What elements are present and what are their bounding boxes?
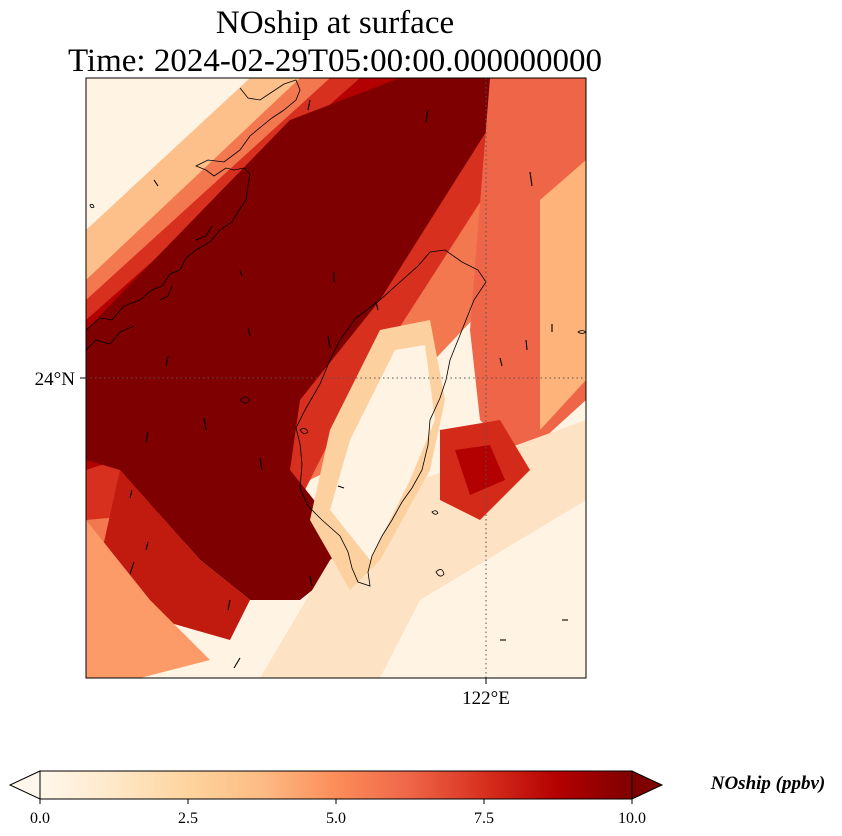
concentration-field [86, 78, 586, 678]
colorbar-tick-label: 7.5 [474, 810, 494, 827]
colorbar-extend-low [8, 770, 41, 800]
colorbar: 0.0 2.5 5.0 7.5 10.0 NOship (ppbv) [8, 770, 826, 827]
colorbar-tick-label: 0.0 [30, 810, 50, 827]
colorbar-tick-label: 5.0 [326, 810, 346, 827]
coastlines [86, 79, 586, 587]
wind-vectors [129, 99, 568, 669]
map-title-line-2: Time: 2024-02-29T05:00:00.000000000 [67, 43, 603, 79]
island-coastline [295, 249, 487, 587]
colorbar-tick-label: 2.5 [178, 810, 198, 827]
lon-tick-label: 122°E [462, 688, 510, 709]
gridlines [86, 78, 586, 678]
colorbar-label: NOship (ppbv) [710, 773, 826, 794]
map-title-line-1: NOship at surface [215, 5, 455, 41]
colorbar-extend-high [631, 770, 664, 800]
colorbar-gradient [39, 770, 633, 800]
mainland-coastline [86, 79, 301, 331]
lat-tick-label: 24°N [35, 369, 76, 390]
colorbar-ticks: 0.0 2.5 5.0 7.5 10.0 [30, 799, 646, 827]
colorbar-tick-label: 10.0 [618, 810, 646, 827]
